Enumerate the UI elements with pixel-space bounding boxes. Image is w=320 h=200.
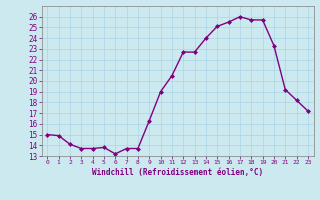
X-axis label: Windchill (Refroidissement éolien,°C): Windchill (Refroidissement éolien,°C) bbox=[92, 168, 263, 177]
